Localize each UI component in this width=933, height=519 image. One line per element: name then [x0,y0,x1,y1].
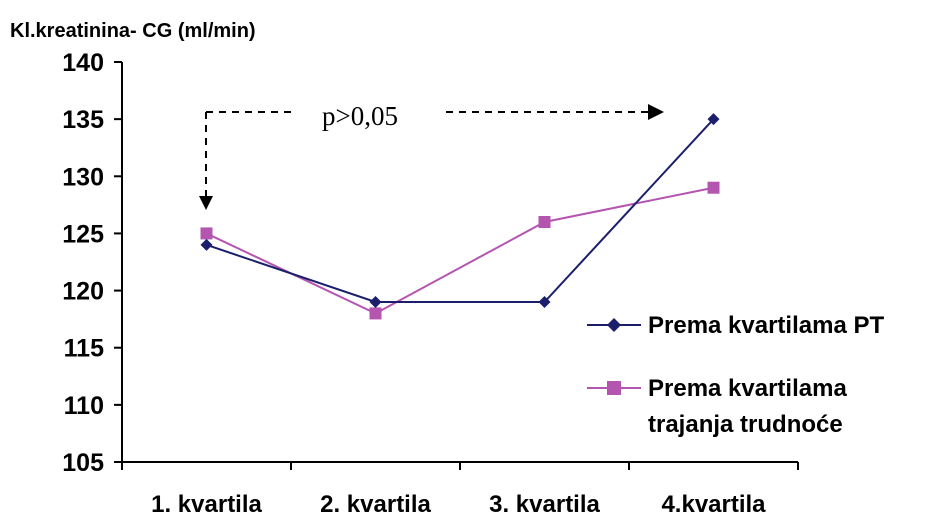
data-point-square [538,216,551,228]
legend-marker-diamond [607,318,621,332]
annotation-text: p>0,05 [322,101,398,131]
y-tick-label: 105 [62,449,104,477]
y-tick-label: 135 [62,106,104,134]
x-tick-label: 3. kvartila [489,491,600,518]
axes [114,61,799,470]
legend-label-trudnoce-line2: trajanja trudnoće [648,411,843,438]
data-point-diamond [707,113,720,126]
series-layer [200,113,720,320]
legend-label-trudnoce-line1: Prema kvartilama [648,375,847,402]
y-tick-label: 125 [62,220,104,248]
x-tick-label: 4.kvartila [661,491,766,518]
significance-annotation: p>0,05 [199,101,664,210]
series-line-1 [206,186,714,315]
annotation-arrowhead-down [199,196,213,210]
legend-item-pt: Prema kvartilama PT [587,312,884,339]
data-point-square [369,307,382,320]
legend-label-pt: Prema kvartilama PT [648,312,884,339]
data-point-diamond [538,296,551,308]
legend-item-trudnoce: Prema kvartilama trajanja trudnoće [587,375,847,438]
y-tick-labels: 105 110 115 120 125 130 135 140 [62,49,104,477]
x-tick-label: 1. kvartila [151,491,262,518]
y-axis-title: Kl.kreatinina- CG (ml/min) [10,20,256,42]
annotation-arrowhead-right [648,104,664,120]
x-tick-labels: 1. kvartila 2. kvartila 3. kvartila 4.kvart… [151,491,766,518]
y-tick-label: 110 [64,392,104,420]
legend-marker-square [607,381,621,395]
data-point-square [707,181,720,194]
y-tick-label: 130 [62,163,104,191]
data-point-square [200,227,213,240]
series-line-0 [206,118,715,303]
y-tick-label: 120 [62,278,104,306]
y-tick-label: 140 [62,49,104,77]
x-tick-label: 2. kvartila [320,491,431,518]
data-point-diamond [200,238,213,251]
y-tick-label: 115 [64,335,104,363]
data-point-diamond [369,296,382,308]
legend: Prema kvartilama PT Prema kvartilama tra… [587,312,884,438]
